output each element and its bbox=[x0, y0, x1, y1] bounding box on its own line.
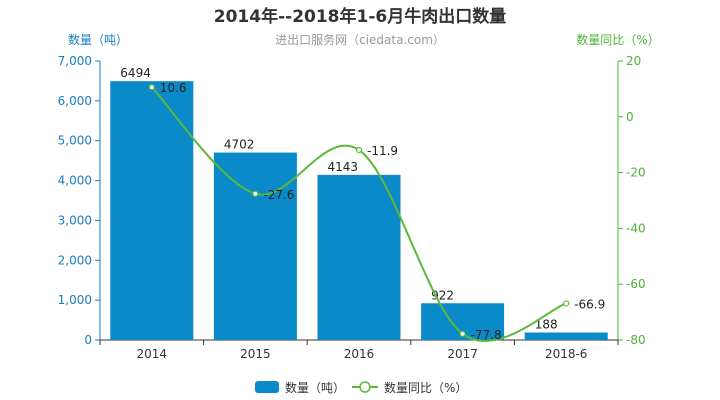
right-tick-label: -80 bbox=[626, 333, 646, 347]
bar-value-label: 188 bbox=[535, 318, 558, 332]
left-tick-label: 6,000 bbox=[58, 94, 92, 108]
line-value-label: -66.9 bbox=[574, 297, 605, 311]
chart-subtitle: 进出口服务网（ciedata.com） bbox=[275, 32, 445, 47]
left-tick-label: 7,000 bbox=[58, 54, 92, 68]
legend-line-marker bbox=[359, 381, 371, 393]
right-tick-label: -20 bbox=[626, 166, 646, 180]
legend-bar-swatch bbox=[255, 381, 279, 393]
left-axis-title: 数量（吨） bbox=[68, 32, 128, 47]
x-tick-label: 2015 bbox=[240, 347, 271, 361]
line-value-label: -27.6 bbox=[263, 188, 294, 202]
left-tick-label: 0 bbox=[84, 333, 92, 347]
line-point bbox=[563, 300, 570, 307]
chart-title: 2014年--2018年1-6月牛肉出口数量 bbox=[214, 6, 506, 27]
bar-value-label: 6494 bbox=[120, 66, 151, 80]
bar bbox=[213, 152, 297, 340]
legend-bar-label: 数量（吨） bbox=[285, 380, 345, 395]
left-tick-label: 3,000 bbox=[58, 213, 92, 227]
line-value-label: -77.8 bbox=[471, 328, 502, 342]
bar bbox=[110, 81, 194, 340]
line-point bbox=[148, 84, 155, 91]
right-tick-label: 20 bbox=[626, 54, 641, 68]
left-tick-label: 2,000 bbox=[58, 253, 92, 267]
line-value-label: -11.9 bbox=[367, 144, 398, 158]
bar bbox=[317, 174, 401, 340]
bar-value-label: 4143 bbox=[328, 160, 359, 174]
right-tick-label: -40 bbox=[626, 221, 646, 235]
line-point bbox=[355, 146, 363, 154]
line-value-label: 10.6 bbox=[160, 81, 187, 95]
legend-line-label: 数量同比（%） bbox=[384, 380, 467, 395]
line-point bbox=[459, 330, 466, 337]
line-point bbox=[252, 190, 259, 197]
left-tick-label: 4,000 bbox=[58, 174, 92, 188]
right-axis-title: 数量同比（%） bbox=[576, 32, 659, 47]
right-tick-label: -60 bbox=[626, 277, 646, 291]
x-tick-label: 2016 bbox=[344, 347, 375, 361]
left-tick-label: 1,000 bbox=[58, 293, 92, 307]
x-tick-label: 2018-6 bbox=[545, 347, 588, 361]
left-tick-label: 5,000 bbox=[58, 134, 92, 148]
bar-value-label: 4702 bbox=[224, 138, 255, 152]
bar bbox=[524, 332, 608, 340]
x-tick-label: 2014 bbox=[137, 347, 168, 361]
right-tick-label: 0 bbox=[626, 110, 634, 124]
x-tick-label: 2017 bbox=[447, 347, 478, 361]
